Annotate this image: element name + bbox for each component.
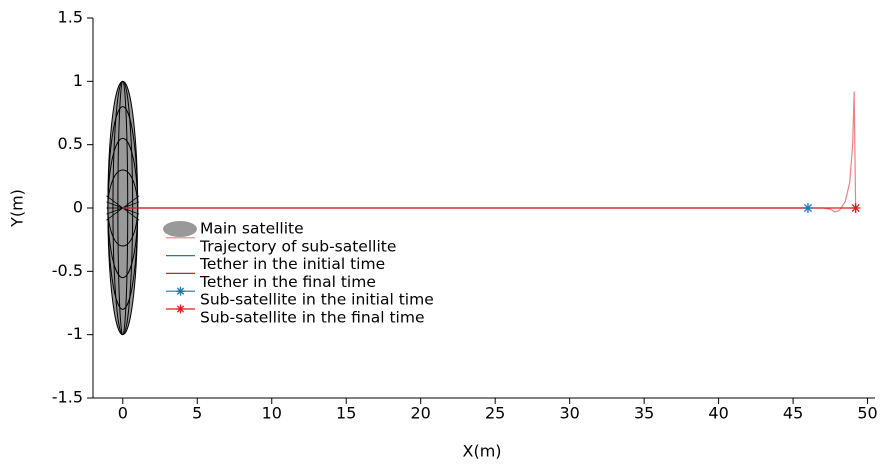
page: {"chart_data": {"type": "line", "xlabel"…: [0, 0, 884, 465]
x-axis-label: X(m): [462, 442, 501, 461]
x-tick-label: 30: [559, 404, 579, 423]
legend-label: Trajectory of sub-satellite: [199, 237, 396, 255]
x-tick-label: 20: [411, 404, 431, 423]
y-axis-label: Y(m): [8, 189, 27, 228]
y-tick-label: -0.5: [52, 261, 83, 280]
sub-satellite-marker: [851, 203, 861, 213]
legend-label: Tether in the initial time: [199, 255, 385, 273]
legend-label: Sub-satellite in the initial time: [200, 291, 434, 309]
y-tick-label: 0.5: [58, 134, 83, 153]
x-tick-label: 45: [783, 404, 803, 423]
chart: X(m) Y(m) 05101520253035404550-1.5-1-0.5…: [0, 0, 884, 465]
series-line: [808, 91, 856, 211]
y-tick-label: -1.5: [52, 388, 83, 407]
y-tick-label: -1: [67, 324, 83, 343]
y-tick-label: 0: [73, 198, 83, 217]
legend-symbol: [176, 287, 185, 296]
x-tick-label: 25: [485, 404, 505, 423]
legend-label: Main satellite: [200, 220, 304, 238]
x-tick-label: 5: [192, 404, 202, 423]
legend-label: Tether in the final time: [199, 273, 376, 291]
y-tick-label: 1.5: [58, 8, 83, 27]
x-tick-label: 50: [857, 404, 877, 423]
x-tick-label: 35: [634, 404, 654, 423]
legend-label: Sub-satellite in the final time: [200, 309, 425, 327]
x-tick-label: 10: [262, 404, 282, 423]
sub-satellite-marker: [803, 203, 813, 213]
legend-symbol: [163, 221, 197, 237]
x-tick-label: 40: [708, 404, 728, 423]
x-tick-label: 15: [336, 404, 356, 423]
legend-symbol: [176, 305, 185, 314]
x-tick-label: 0: [118, 404, 128, 423]
y-tick-label: 1: [73, 71, 83, 90]
